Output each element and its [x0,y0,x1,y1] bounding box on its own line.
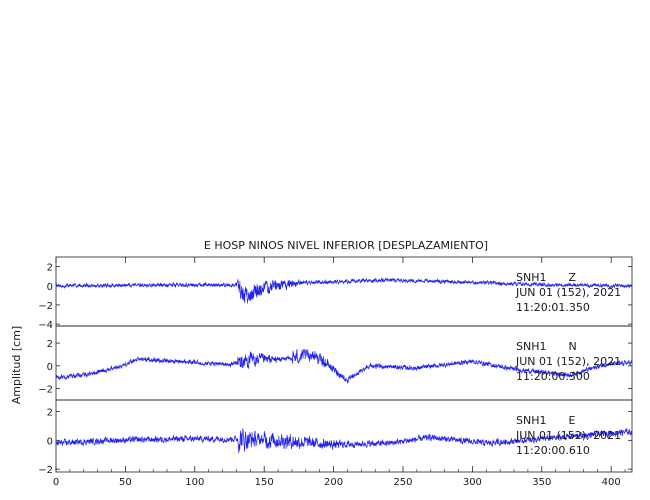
y-tick-label: 0 [47,282,53,293]
component-code: N [568,340,576,353]
x-tick-label: 300 [463,477,482,488]
panel-e: 2 0 −2 SNH1 E JUN 01 (152), 2021 11:20:00.610 [38,399,633,476]
date-label: JUN 01 (152), 2021 [515,429,621,442]
station-label: SNH1 E [516,414,575,427]
time-label: 11:20:00.610 [516,444,590,457]
x-tick-label: 100 [185,477,204,488]
y-tick-label: −2 [38,301,53,312]
panel-frame [55,399,633,473]
station-code: SNH1 [516,271,546,284]
station-label: SNH1 N [516,340,577,353]
x-axis: 0 50 100 150 200 250 300 350 400 [53,257,626,488]
x-tick-label: 150 [255,477,274,488]
panels: 2 0 −2 −4 SNH1 Z JUN 01 (152), 2021 11:20:01.35… [38,256,633,476]
waveform-n [55,348,633,384]
chart-title: E HOSP NINOS NIVEL INFERIOR [DESPLAZAMIE… [204,239,488,252]
x-tick-label: 250 [393,477,412,488]
panel-n: 2 0 −2 SNH1 N JUN 01 (152), 2021 11:20:00.300 [38,325,633,401]
y-tick-label: 2 [47,408,53,419]
x-tick-label: 0 [53,477,59,488]
x-tick-label: 50 [119,477,132,488]
time-label: 11:20:01.350 [516,301,590,314]
station-code: SNH1 [516,414,546,427]
station-code: SNH1 [516,340,546,353]
y-tick-label: −2 [38,465,53,476]
y-tick-label: −2 [38,385,53,396]
y-tick-label: 0 [47,362,53,373]
y-axis-label: Amplitud [cm] [10,326,23,404]
component-code: E [568,414,575,427]
y-tick-label: 0 [47,436,53,447]
waveform-z [55,277,633,304]
x-tick-label: 400 [602,477,621,488]
date-label: JUN 01 (152), 2021 [515,286,621,299]
date-label: JUN 01 (152), 2021 [515,355,621,368]
y-tick-label: −4 [38,320,53,331]
y-tick-label: 2 [47,263,53,274]
component-code: Z [568,271,576,284]
time-label: 11:20:00.300 [516,370,590,383]
x-tick-label: 200 [324,477,343,488]
waveform-e [55,428,633,454]
y-tick-label: 2 [47,339,53,350]
x-tick-label: 350 [532,477,551,488]
station-label: SNH1 Z [516,271,576,284]
panel-z: 2 0 −2 −4 SNH1 Z JUN 01 (152), 2021 11:20:01.35… [38,256,633,331]
